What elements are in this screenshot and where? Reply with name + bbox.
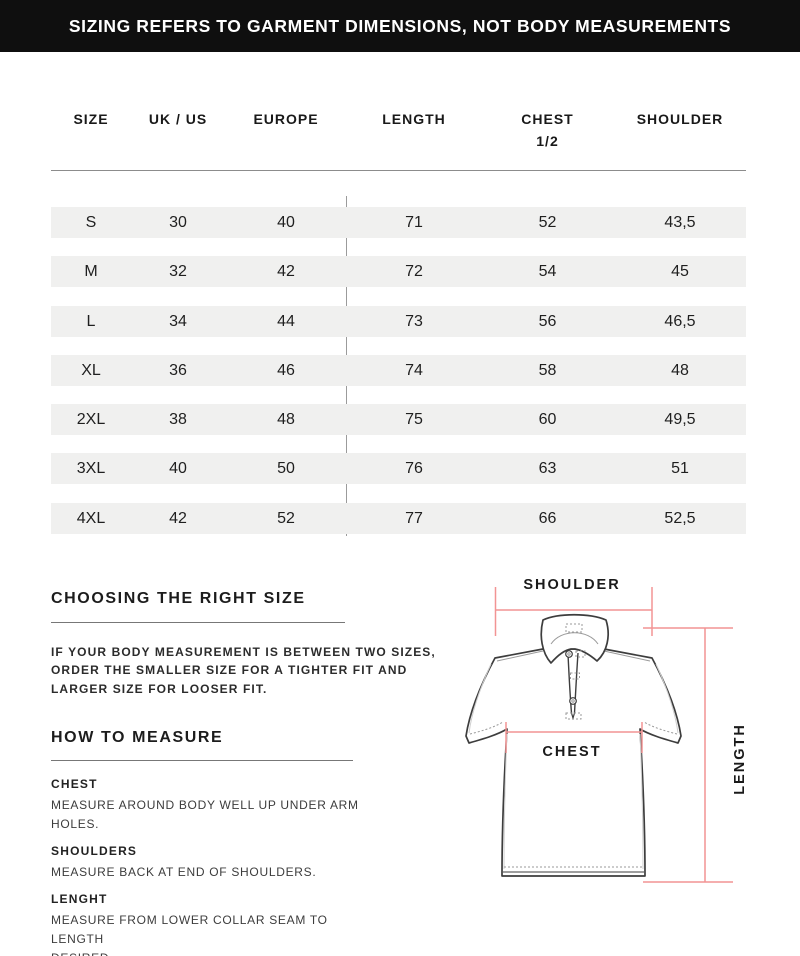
table-cell: 52: [277, 509, 295, 527]
measure-item-text: MEASURE BACK AT END OF SHOULDERS.: [51, 865, 317, 879]
table-cell: 76: [405, 460, 423, 478]
table-row-l: L 34 44 73 56 46,5: [51, 305, 746, 337]
how-to-measure-items: CHEST MEASURE AROUND BODY WELL UP UNDER …: [51, 777, 381, 956]
measure-item-label: SHOULDERS: [51, 844, 138, 858]
measure-item-text: MEASURE AROUND BODY WELL UP UNDER ARM HO…: [51, 798, 359, 831]
measure-item-chest: CHEST MEASURE AROUND BODY WELL UP UNDER …: [51, 777, 381, 834]
shoulder-label: SHOULDER: [523, 577, 620, 593]
measure-item-text: MEASURE FROM LOWER COLLAR SEAM TO LENGTH: [51, 913, 328, 946]
measure-item-shoulders: SHOULDERS MEASURE BACK AT END OF SHOULDE…: [51, 844, 381, 882]
table-cell: 63: [538, 460, 557, 478]
table-cell: 40: [277, 214, 295, 231]
length-measure-line: [643, 627, 733, 883]
top-banner: SIZING REFERS TO GARMENT DIMENSIONS, NOT…: [0, 0, 800, 52]
table-cell: 56: [538, 312, 557, 330]
table-cell: 40: [169, 460, 187, 478]
table-cell: 52,5: [664, 509, 696, 527]
table-cell: 66: [538, 509, 557, 527]
table-cell: 2XL: [76, 411, 106, 429]
how-to-measure-title: HOW TO MEASURE: [51, 729, 224, 746]
cuff-stitch-left: [469, 721, 504, 735]
table-cell: 51: [671, 460, 689, 478]
cuff-stitch-right: [643, 721, 678, 735]
chest-measure-line: [505, 722, 643, 753]
column-header-europe: EUROPE: [253, 111, 319, 127]
column-header-uk-us: UK / US: [148, 111, 208, 127]
choosing-size-paragraph: IF YOUR BODY MEASUREMENT IS BETWEEN TWO …: [51, 643, 436, 698]
choosing-size-title: CHOOSING THE RIGHT SIZE: [51, 590, 306, 607]
table-cell: 44: [277, 312, 295, 330]
button-placket: [565, 650, 586, 721]
collar-label-tag: [565, 623, 583, 633]
table-row-3xl: 3XL 40 50 76 63 51: [51, 453, 746, 485]
polo-shirt-outline: [465, 613, 682, 877]
table-row-4xl: 4XL 42 52 77 66 52,5: [51, 502, 746, 534]
table-cell: 42: [277, 263, 295, 281]
size-table: S 30 40 71 52 43,5 M 32 42 72 54 45 L 34…: [51, 207, 746, 534]
table-cell: 75: [405, 411, 423, 429]
how-to-measure-rule: [51, 760, 353, 761]
measure-item-length: LENGHT MEASURE FROM LOWER COLLAR SEAM TO…: [51, 892, 381, 956]
chest-label: CHEST: [542, 744, 601, 760]
paragraph-line: IF YOUR BODY MEASUREMENT IS BETWEEN TWO …: [51, 645, 436, 659]
table-cell: 77: [405, 509, 423, 527]
table-cell: 36: [169, 361, 187, 379]
table-cell: XL: [81, 361, 101, 379]
table-cell: 71: [405, 214, 423, 231]
collar: [540, 613, 609, 664]
table-cell: 46,5: [664, 312, 696, 330]
polo-shirt-diagram: SHOULDER CHEST LENGTH: [465, 577, 748, 883]
table-cell: 45: [671, 263, 689, 281]
column-header-chest: CHEST 1/2: [521, 111, 574, 149]
table-cell: 30: [169, 214, 187, 231]
shoulder-seam-left: [496, 650, 544, 662]
table-row-2xl: 2XL 38 48 75 60 49,5: [51, 404, 746, 436]
table-cell: 3XL: [76, 460, 106, 478]
length-label: LENGTH: [732, 723, 748, 795]
button: [569, 697, 577, 705]
paragraph-line: LARGER SIZE FOR LOOSER FIT.: [51, 681, 268, 696]
measurement-lines: [494, 587, 733, 883]
table-cell: 43,5: [664, 214, 696, 231]
size-table-header: SIZE UK / US EUROPE LENGTH CHEST 1/2 SHO…: [51, 108, 746, 152]
column-header-shoulder: SHOULDER: [636, 111, 724, 127]
measure-item-label: LENGHT: [51, 892, 108, 906]
table-cell: 50: [277, 460, 295, 478]
table-cell: 58: [538, 361, 557, 379]
measure-item-text: DESIRED.: [51, 949, 381, 956]
table-cell: M: [84, 263, 98, 281]
table-cell: 54: [538, 263, 557, 281]
table-cell: 48: [671, 361, 689, 379]
table-cell: 49,5: [664, 411, 696, 429]
table-cell: 73: [405, 312, 423, 330]
table-cell: S: [85, 214, 97, 231]
column-header-size: SIZE: [73, 111, 109, 127]
table-cell: 60: [538, 411, 557, 429]
table-cell: L: [86, 312, 96, 330]
table-cell: 32: [169, 263, 187, 281]
table-header-rule: [51, 170, 746, 171]
shoulder-seam-right: [603, 650, 651, 662]
column-header-length: LENGTH: [382, 111, 446, 127]
table-cell: 48: [277, 411, 295, 429]
table-cell: 46: [277, 361, 295, 379]
measure-item-label: CHEST: [51, 777, 98, 791]
table-cell: 42: [169, 509, 187, 527]
table-cell: 52: [538, 214, 557, 231]
banner-text: SIZING REFERS TO GARMENT DIMENSIONS, NOT…: [68, 15, 732, 36]
paragraph-line: ORDER THE SMALLER SIZE FOR A TIGHTER FIT…: [51, 663, 408, 678]
table-cell: 4XL: [76, 509, 106, 527]
table-cell: 74: [405, 361, 423, 379]
table-row-s: S 30 40 71 52 43,5: [51, 207, 746, 238]
table-row-xl: XL 36 46 74 58 48: [51, 354, 746, 386]
table-cell: 38: [169, 411, 187, 429]
choosing-size-rule: [51, 622, 345, 623]
table-cell: 72: [405, 263, 423, 281]
button: [565, 650, 573, 658]
table-row-m: M 32 42 72 54 45: [51, 256, 746, 288]
table-cell: 34: [169, 312, 187, 330]
